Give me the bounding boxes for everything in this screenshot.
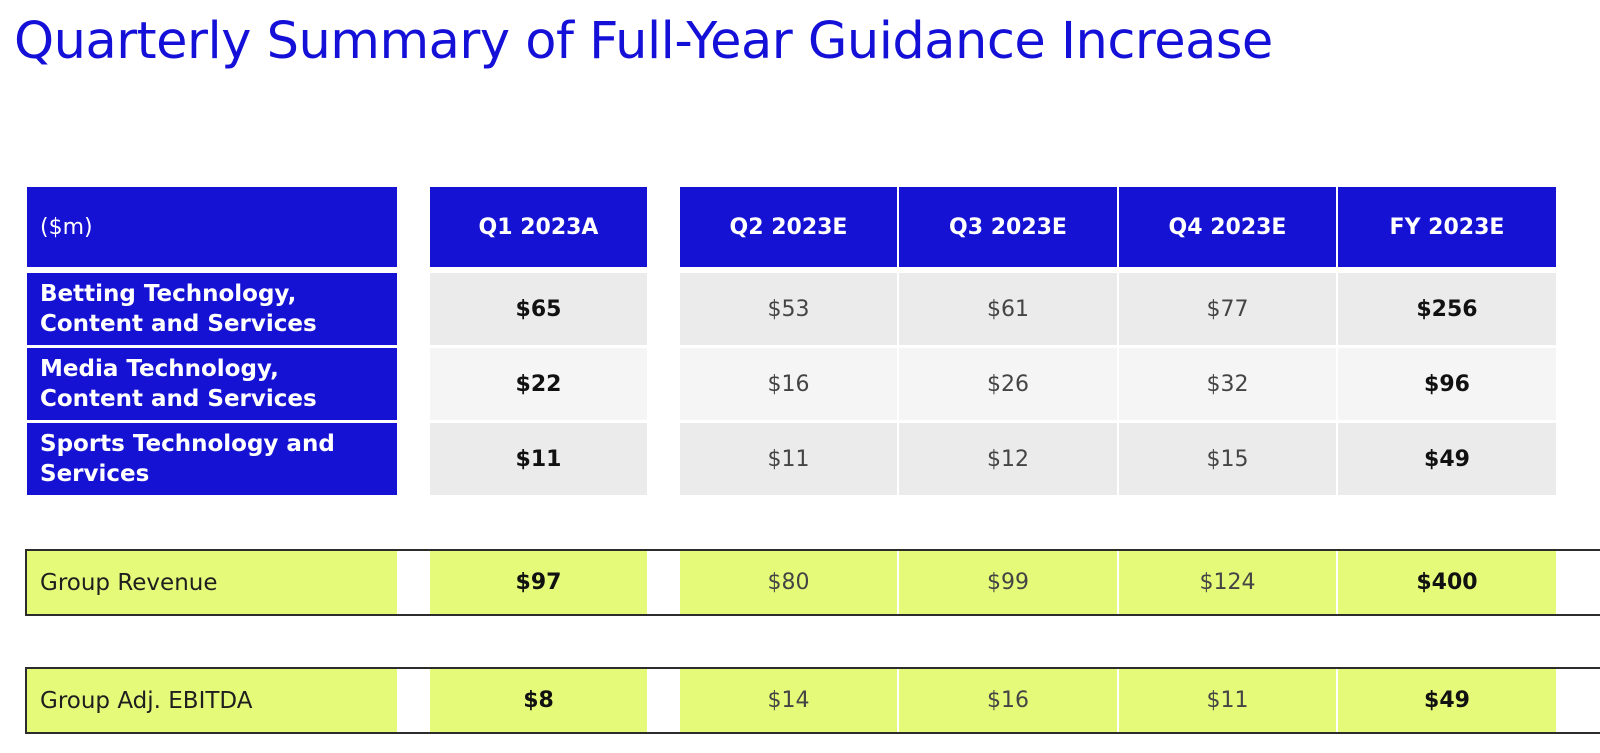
table-cell: $22 (430, 348, 647, 420)
row-label-line: Services (40, 461, 150, 487)
table-cell: $96 (1338, 348, 1556, 420)
header-fy-2023e: FY 2023E (1338, 187, 1556, 267)
row-label-line: Content and Services (40, 311, 317, 337)
table-cell: $49 (1338, 423, 1556, 495)
row-label-group-adj-ebitda: Group Adj. EBITDA (27, 669, 397, 732)
row-label-line: Sports Technology and (40, 431, 335, 457)
table-cell: $49 (1338, 669, 1556, 732)
table-cell: $65 (430, 273, 647, 345)
row-label-line: Content and Services (40, 386, 317, 412)
table-cell: $77 (1119, 273, 1336, 345)
header-q1-2023a: Q1 2023A (430, 187, 647, 267)
table-cell: $124 (1119, 551, 1336, 614)
table-cell: $97 (430, 551, 647, 614)
table-cell: $15 (1119, 423, 1336, 495)
row-label-line: Media Technology, (40, 356, 279, 382)
table-cell: $11 (430, 423, 647, 495)
table-cell: $80 (680, 551, 897, 614)
table-cell: $11 (1119, 669, 1336, 732)
table-cell: $14 (680, 669, 897, 732)
row-label-betting-technology: Betting Technology, Content and Services (27, 273, 397, 345)
table-cell: $8 (430, 669, 647, 732)
table-cell: $11 (680, 423, 897, 495)
table-cell: $26 (899, 348, 1117, 420)
row-label-media-technology: Media Technology, Content and Services (27, 348, 397, 420)
table-cell: $400 (1338, 551, 1556, 614)
header-q2-2023e: Q2 2023E (680, 187, 897, 267)
header-q3-2023e: Q3 2023E (899, 187, 1117, 267)
table-cell: $12 (899, 423, 1117, 495)
table-cell: $256 (1338, 273, 1556, 345)
table-cell: $16 (899, 669, 1117, 732)
row-label-group-revenue: Group Revenue (27, 551, 397, 614)
table-cell: $99 (899, 551, 1117, 614)
table-cell: $32 (1119, 348, 1336, 420)
page-title: Quarterly Summary of Full-Year Guidance … (14, 12, 1273, 71)
table-cell: $53 (680, 273, 897, 345)
row-label-sports-technology: Sports Technology and Services (27, 423, 397, 495)
table-cell: $16 (680, 348, 897, 420)
header-unit: ($m) (27, 187, 397, 267)
header-q4-2023e: Q4 2023E (1119, 187, 1336, 267)
row-label-line: Betting Technology, (40, 281, 297, 307)
table-cell: $61 (899, 273, 1117, 345)
